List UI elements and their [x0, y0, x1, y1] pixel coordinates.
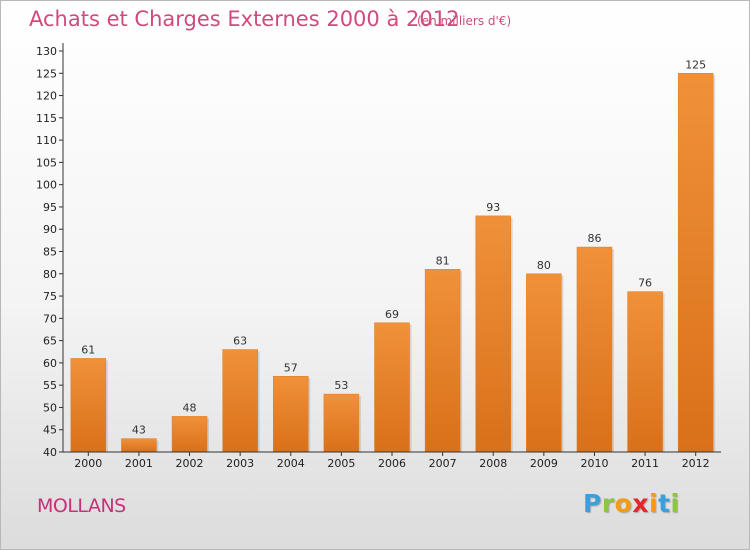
data-label-2009: 80: [537, 259, 551, 272]
x-axis: 2000 2001 2002 2003 2004 2005 2006 2007 2008 2009…: [63, 451, 721, 470]
x-tick-label-2009: 2009: [530, 457, 558, 470]
y-tick-label: 95: [43, 201, 57, 214]
y-tick-label: 85: [43, 246, 57, 259]
y-tick-label: 70: [43, 312, 57, 325]
bar-2005: [323, 393, 360, 453]
y-tick-label: 105: [36, 156, 57, 169]
y-tick-label: 55: [43, 379, 57, 392]
y-tick-label: 115: [36, 112, 57, 125]
data-label-2011: 76: [638, 277, 652, 290]
y-tick-label: 90: [43, 223, 57, 236]
chart-title: Achats et Charges Externes 2000 à 2012: [29, 7, 460, 31]
x-tick-label-2012: 2012: [682, 457, 710, 470]
data-label-2012: 125: [685, 58, 706, 71]
y-tick-label: 50: [43, 401, 57, 414]
y-tick-label: 60: [43, 357, 57, 370]
bar-2006: [374, 322, 410, 453]
x-tick-label-2006: 2006: [378, 457, 406, 470]
data-label-2002: 48: [183, 401, 197, 414]
data-label-2000: 61: [81, 343, 95, 356]
y-axis: 40 45 50 55 60 65 70 75 80 85 90 95 100 105 110 115 120 1…: [36, 43, 64, 459]
y-tick-label: 65: [43, 335, 57, 348]
x-tick-label-2011: 2011: [631, 457, 659, 470]
bar-2008: [475, 215, 511, 453]
y-tick-label: 75: [43, 290, 57, 303]
logo-letter: i: [670, 489, 680, 518]
x-tick-label-2001: 2001: [125, 457, 153, 470]
y-tick-label: 125: [36, 67, 57, 80]
bar-2002: [171, 416, 208, 453]
logo-letter: t: [658, 489, 671, 518]
proxiti-logo[interactable]: Proxiti: [583, 489, 680, 518]
bar-2004: [273, 376, 309, 453]
bar-2003: [222, 349, 258, 453]
x-tick-label-2010: 2010: [580, 457, 608, 470]
logo-letter: i: [649, 489, 659, 518]
data-label-2006: 69: [385, 308, 399, 321]
y-tick-label: 130: [36, 45, 57, 58]
data-label-2001: 43: [132, 424, 146, 437]
bar-2007: [424, 269, 461, 453]
y-tick-label: 45: [43, 424, 57, 437]
x-tick-label-2002: 2002: [176, 457, 204, 470]
logo-letter: o: [614, 489, 633, 518]
y-tick-label: 40: [43, 446, 57, 459]
data-label-2010: 86: [587, 232, 601, 245]
x-tick-label-2000: 2000: [74, 457, 102, 470]
bar-2000: [70, 358, 107, 453]
data-label-2003: 63: [233, 335, 247, 348]
city-name: MOLLANS: [37, 495, 126, 517]
data-label-2004: 57: [284, 361, 298, 374]
bar-2012: [677, 73, 714, 453]
x-tick-label-2007: 2007: [429, 457, 457, 470]
bar-2010: [576, 246, 613, 453]
logo-letter: x: [632, 489, 649, 518]
bar-2011: [627, 291, 663, 453]
bar-2009: [526, 273, 562, 453]
data-label-2008: 93: [486, 201, 500, 214]
bar-2001: [121, 438, 157, 453]
x-tick-label-2008: 2008: [479, 457, 507, 470]
logo-letter: P: [583, 489, 602, 518]
x-tick-label-2004: 2004: [277, 457, 305, 470]
y-tick-label: 120: [36, 90, 57, 103]
y-tick-label: 110: [36, 134, 57, 147]
data-label-2007: 81: [436, 254, 450, 267]
chart-subtitle: (en milliers d'€): [417, 14, 512, 28]
x-tick-label-2003: 2003: [226, 457, 254, 470]
data-label-2005: 53: [334, 379, 348, 392]
y-tick-label: 80: [43, 268, 57, 281]
bars: 61 43 48 63 57 53 69 81 93 80 86 76 125: [70, 58, 716, 453]
x-tick-label-2005: 2005: [327, 457, 355, 470]
logo-letter: r: [601, 489, 615, 518]
y-tick-label: 100: [36, 179, 57, 192]
